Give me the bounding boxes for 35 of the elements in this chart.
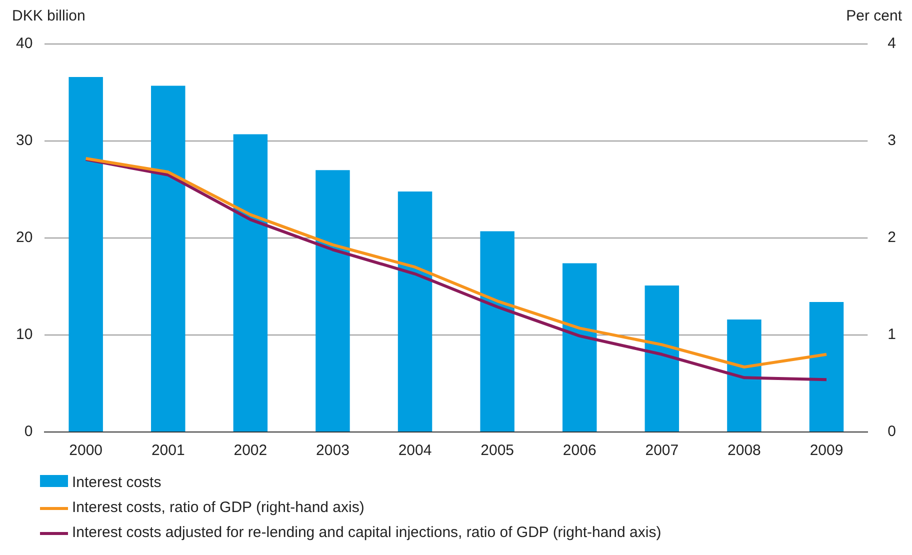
- y2-tick-label: 1: [888, 326, 896, 344]
- y2-tick-label: 2: [888, 229, 896, 246]
- y2-tick-label: 0: [888, 423, 896, 440]
- y-tick-label: 20: [16, 229, 33, 246]
- y-tick-label: 10: [16, 326, 33, 344]
- y2-tick-label: 3: [888, 132, 896, 150]
- y-tick-label: 40: [16, 35, 33, 52]
- bar: [233, 134, 268, 432]
- bar: [398, 191, 432, 432]
- bar: [316, 170, 350, 432]
- x-tick-label: 2009: [810, 442, 844, 460]
- x-tick-label: 2002: [234, 442, 268, 460]
- x-tick-label: 2008: [728, 442, 761, 460]
- legend-label: Interest costs, ratio of GDP (right-hand axis): [72, 499, 364, 516]
- legend-label: Interest costs adjusted for re-lending and capital injections, ratio of GDP (right-hand axis): [72, 524, 662, 541]
- y-axis-title: DKK billion: [12, 8, 86, 25]
- legend-label: Interest costs: [72, 474, 162, 491]
- bar: [809, 302, 844, 432]
- x-tick-label: 2006: [562, 442, 596, 460]
- x-tick-label: 2004: [398, 442, 432, 460]
- x-tick-label: 2000: [69, 442, 103, 460]
- bar: [68, 76, 103, 432]
- bar: [644, 286, 680, 432]
- x-tick-label: 2005: [480, 442, 514, 460]
- x-tick-label: 2001: [151, 442, 185, 460]
- y2-axis-title: Per cent: [846, 8, 903, 25]
- y-tick-label: 30: [16, 132, 33, 150]
- bar: [727, 319, 762, 432]
- bar: [562, 263, 597, 432]
- y2-tick-label: 4: [888, 35, 896, 52]
- bar: [480, 231, 514, 432]
- bar: [151, 86, 186, 432]
- y-tick-label: 0: [24, 423, 33, 440]
- x-tick-label: 2007: [645, 442, 679, 460]
- x-tick-label: 2003: [316, 442, 350, 460]
